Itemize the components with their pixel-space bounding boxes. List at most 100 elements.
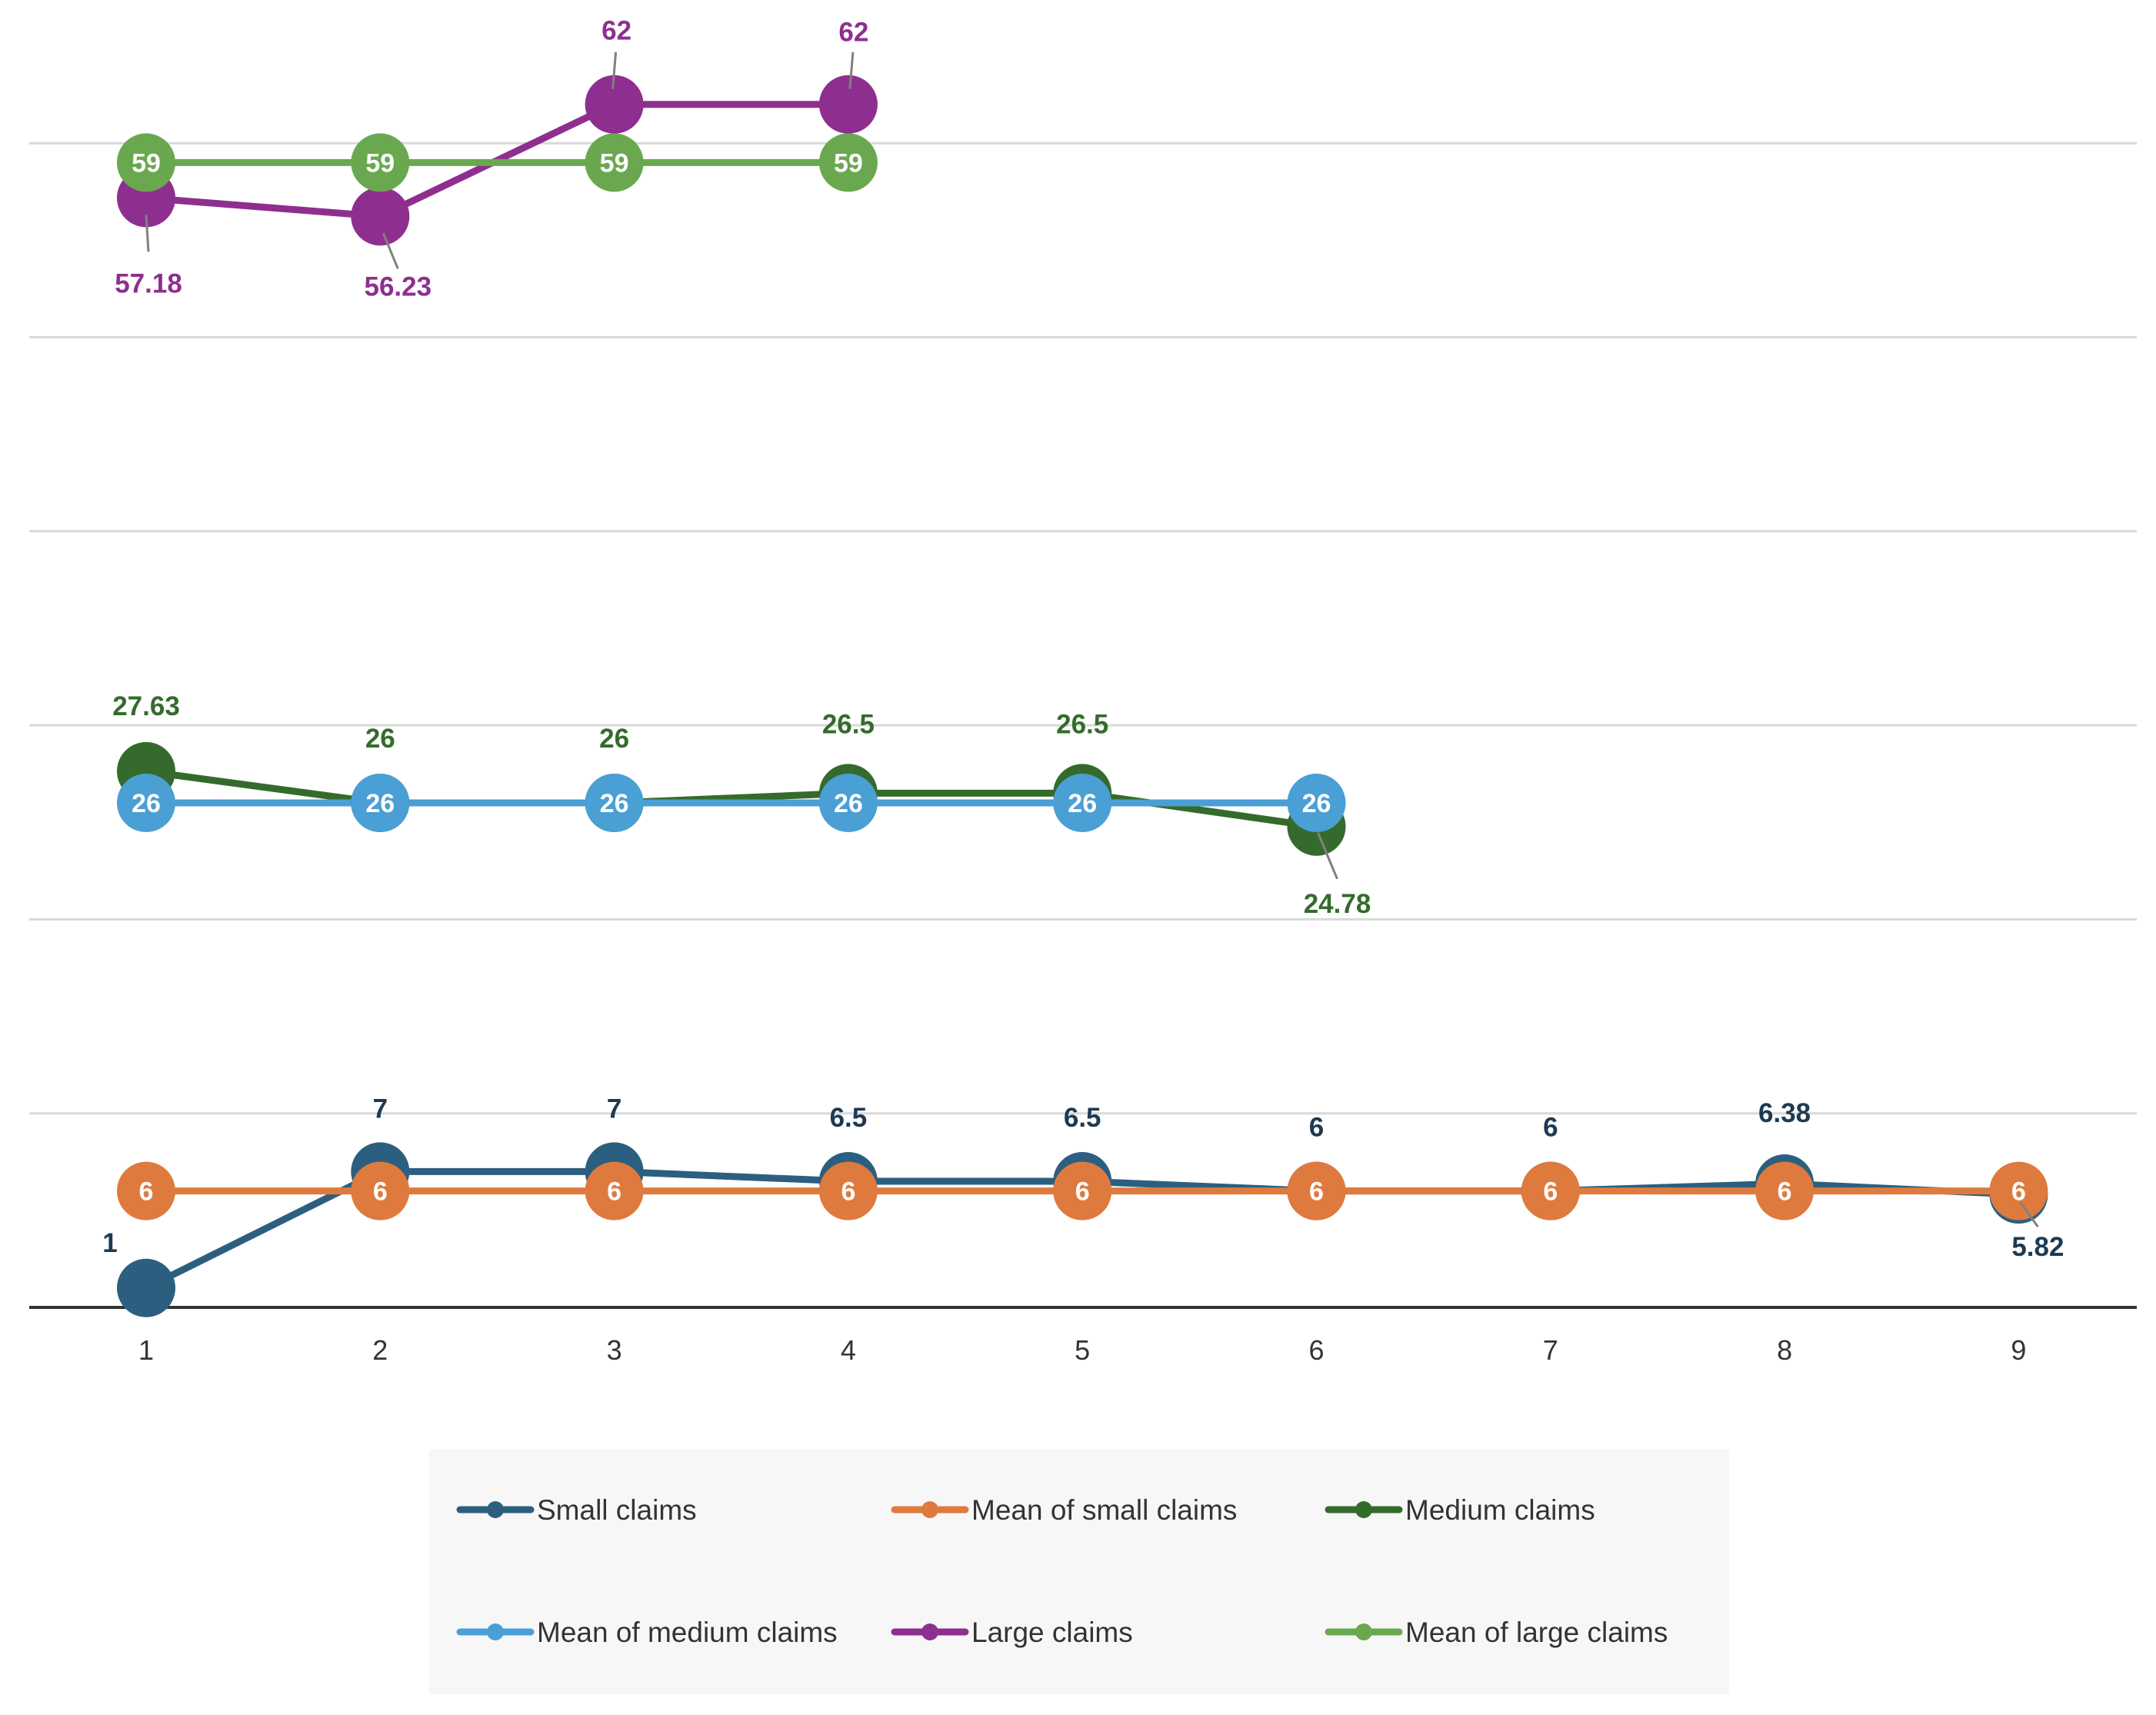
- legend-swatch-marker: [487, 1623, 504, 1640]
- data-label: 59: [365, 148, 395, 178]
- data-label: 62: [838, 18, 868, 48]
- data-point: [351, 774, 410, 833]
- data-label: 6: [841, 1177, 855, 1207]
- data-label: 24.78: [1304, 889, 1371, 919]
- data-label: 5.82: [2011, 1232, 2064, 1262]
- legend-label: Mean of large claims: [1405, 1617, 1668, 1648]
- data-label: 6: [1543, 1113, 1558, 1143]
- data-point: [818, 1161, 878, 1220]
- data-label: 6: [1309, 1113, 1324, 1143]
- data-label: 26: [365, 724, 395, 754]
- data-point: [351, 133, 410, 192]
- data-point: [351, 187, 410, 246]
- legend-label: Large claims: [971, 1617, 1133, 1648]
- data-label: 56.23: [365, 271, 432, 301]
- x-tick-label: 3: [607, 1334, 622, 1366]
- data-point: [1989, 1161, 2048, 1220]
- data-label: 26: [834, 789, 863, 818]
- data-point: [1287, 1161, 1346, 1220]
- data-point: [1287, 774, 1346, 833]
- data-point: [1755, 1161, 1814, 1220]
- x-tick-label: 6: [1308, 1334, 1324, 1366]
- data-point: [585, 774, 644, 833]
- data-label: 6: [607, 1177, 621, 1207]
- legend-item[interactable]: Medium claims: [1325, 1494, 1595, 1526]
- legend-item[interactable]: Mean of large claims: [1325, 1617, 1668, 1648]
- x-axis: 1 2 3 4 5 6 7 8 9: [138, 1334, 2026, 1366]
- data-label: 59: [132, 148, 161, 178]
- data-label: 26: [600, 789, 629, 818]
- leader-line: [611, 52, 618, 89]
- data-label: 26: [1302, 789, 1331, 818]
- data-label: 59: [600, 148, 629, 178]
- data-label: 6: [1543, 1177, 1558, 1207]
- data-label: 6: [1309, 1177, 1324, 1207]
- data-label: 26: [365, 789, 395, 818]
- data-point: [585, 133, 644, 192]
- x-tick-label: 9: [2011, 1334, 2026, 1366]
- legend-item[interactable]: Large claims: [891, 1617, 1133, 1648]
- x-tick-label: 4: [841, 1334, 856, 1366]
- data-label: 27.63: [112, 691, 180, 721]
- data-point: [117, 774, 175, 833]
- legend-label: Mean of small claims: [971, 1494, 1237, 1526]
- legend-box: [429, 1450, 1729, 1694]
- legend-label: Small claims: [537, 1494, 697, 1526]
- data-label: 1: [102, 1228, 117, 1258]
- data-point: [351, 1161, 410, 1220]
- data-label: 6: [2011, 1177, 2026, 1207]
- legend-label: Mean of medium claims: [537, 1617, 838, 1648]
- data-label: 6: [1778, 1177, 1792, 1207]
- data-point: [818, 75, 878, 134]
- leader-line: [2019, 1201, 2039, 1228]
- data-label: 26: [132, 789, 161, 818]
- data-label: 6: [1075, 1177, 1090, 1207]
- legend-item[interactable]: Mean of small claims: [891, 1494, 1237, 1526]
- data-label: 6: [373, 1177, 388, 1207]
- x-tick-label: 8: [1777, 1334, 1792, 1366]
- data-label: 6: [139, 1177, 154, 1207]
- x-tick-label: 7: [1543, 1334, 1558, 1366]
- x-tick-label: 5: [1075, 1334, 1090, 1366]
- data-label: 6.5: [1064, 1103, 1101, 1133]
- data-point: [1053, 1161, 1112, 1220]
- legend-swatch-marker: [1355, 1623, 1372, 1640]
- x-tick-label: 1: [138, 1334, 154, 1366]
- data-label: 57.18: [115, 268, 182, 298]
- data-label: 59: [834, 148, 863, 178]
- data-label: 7: [607, 1094, 621, 1124]
- series-line: [142, 768, 1320, 831]
- legend-item[interactable]: Mean of medium claims: [456, 1617, 838, 1648]
- data-label: 26.5: [1056, 709, 1108, 739]
- legend-swatch-marker: [921, 1623, 938, 1640]
- legend-item[interactable]: Small claims: [456, 1494, 697, 1526]
- data-label: 6.5: [830, 1103, 868, 1133]
- data-point: [117, 133, 175, 192]
- data-point: [818, 774, 878, 833]
- data-point: [818, 133, 878, 192]
- leader-line: [382, 232, 399, 269]
- data-label: 6.38: [1758, 1098, 1811, 1128]
- data-label: 26: [1068, 789, 1097, 818]
- legend: Small claims Mean of small claims Medium c…: [429, 1450, 1729, 1694]
- legend-swatch-marker: [487, 1501, 504, 1518]
- leader-line: [1317, 832, 1338, 880]
- legend-swatch-marker: [1355, 1501, 1372, 1518]
- leader-line: [848, 52, 855, 89]
- data-label: 7: [373, 1094, 388, 1124]
- data-point: [585, 75, 644, 134]
- legend-swatch-marker: [921, 1501, 938, 1518]
- data-label: 26: [599, 724, 629, 754]
- data-point: [1521, 1161, 1580, 1220]
- leader-line: [145, 215, 150, 252]
- data-point: [117, 1258, 175, 1317]
- x-tick-label: 2: [372, 1334, 388, 1366]
- data-label: 62: [601, 16, 631, 46]
- data-point: [1053, 774, 1112, 833]
- legend-label: Medium claims: [1405, 1494, 1595, 1526]
- data-point: [585, 1161, 644, 1220]
- data-label: 26.5: [822, 709, 875, 739]
- data-point: [117, 1161, 175, 1220]
